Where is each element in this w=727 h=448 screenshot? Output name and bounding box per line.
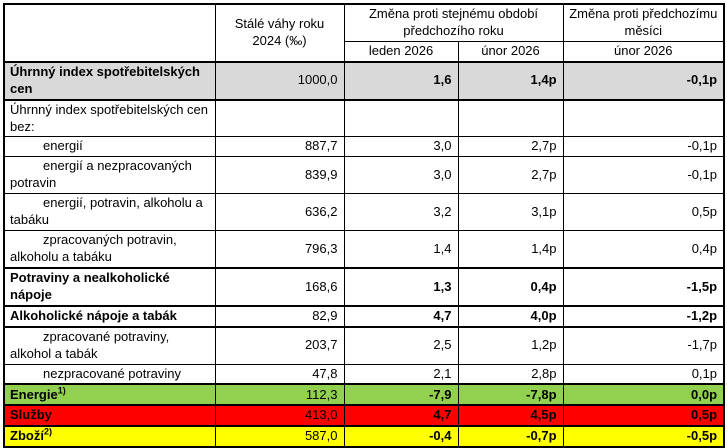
row-label: Zboží2) — [3, 425, 216, 448]
weight-cell: 839,9 — [214, 156, 345, 195]
mom-cell: -1,7p — [562, 326, 725, 365]
yoy-feb-cell: 2,7p — [457, 156, 564, 195]
table-row: energií 887,7 3,0 2,7p -0,1p — [3, 136, 725, 158]
row-label: Energie1) — [3, 383, 216, 406]
row-label: nezpracované potraviny — [3, 363, 216, 385]
table-row: Potraviny a nealkoholické nápoje 168,6 1… — [3, 267, 725, 307]
yoy-feb-cell: 0,4p — [457, 267, 564, 307]
mom-cell: 0,5p — [562, 193, 725, 232]
header-mom-feb: únor 2026 — [562, 40, 725, 63]
yoy-feb-cell: 3,1p — [457, 193, 564, 232]
table-row: Zboží2) 587,0 -0,4 -0,7p -0,5p — [3, 425, 725, 448]
yoy-jan-cell: -0,4 — [343, 425, 459, 448]
yoy-feb-cell: 2,7p — [457, 136, 564, 158]
weight-cell: 587,0 — [214, 425, 345, 448]
weight-cell: 413,0 — [214, 404, 345, 427]
yoy-feb-cell: 4,0p — [457, 304, 564, 328]
cpi-table: Stálé váhy roku 2024 (‰) Změna proti ste… — [3, 3, 726, 448]
yoy-feb-cell: 1,2p — [457, 326, 564, 365]
row-label: Úhrnný index spotřebitelských cen bez: — [3, 99, 216, 138]
table-row: zpracované potraviny, alkohol a tabák 20… — [3, 326, 725, 365]
table-row: energií, potravin, alkoholu a tabáku 636… — [3, 193, 725, 232]
mom-cell: -1,2p — [562, 304, 725, 328]
yoy-jan-cell: 3,2 — [343, 193, 459, 232]
row-label-text: Zboží — [10, 428, 44, 444]
yoy-feb-cell — [457, 99, 564, 138]
footnote-marker: 2) — [43, 427, 52, 438]
weight-cell — [214, 99, 345, 138]
row-label: energií, potravin, alkoholu a tabáku — [3, 193, 216, 232]
row-label: Služby — [3, 404, 216, 427]
yoy-jan-cell: 1,6 — [343, 60, 459, 101]
weight-cell: 887,7 — [214, 136, 345, 158]
table-row: Alkoholické nápoje a tabák 82,9 4,7 4,0p… — [3, 304, 725, 328]
table-row: Energie1) 112,3 -7,9 -7,8p 0,0p — [3, 383, 725, 406]
row-label: energií a nezpracovaných potravin — [3, 156, 216, 195]
mom-cell: -1,5p — [562, 267, 725, 307]
yoy-feb-cell: 1,4p — [457, 230, 564, 269]
mom-cell: -0,1p — [562, 156, 725, 195]
yoy-jan-cell: 4,7 — [343, 304, 459, 328]
yoy-jan-cell: 1,3 — [343, 267, 459, 307]
yoy-feb-cell: 2,8p — [457, 363, 564, 385]
table-row: energií a nezpracovaných potravin 839,9 … — [3, 156, 725, 195]
table-row: zpracovaných potravin, alkoholu a tabáku… — [3, 230, 725, 269]
header-yoy-group: Změna proti stejnému období předchozího … — [343, 3, 564, 42]
header-weights: Stálé váhy roku 2024 (‰) — [214, 3, 345, 63]
weight-cell: 1000,0 — [214, 60, 345, 101]
header-mom-group: Změna proti předchozímu měsíci — [562, 3, 725, 42]
mom-cell: 0,4p — [562, 230, 725, 269]
row-label: Potraviny a nealkoholické nápoje — [3, 267, 216, 307]
header-empty — [3, 3, 216, 63]
footnote-marker: 1) — [57, 385, 66, 396]
row-label: zpracované potraviny, alkohol a tabák — [3, 326, 216, 365]
yoy-feb-cell: -7,8p — [457, 383, 564, 406]
mom-cell: 0,0p — [562, 383, 725, 406]
weight-cell: 796,3 — [214, 230, 345, 269]
row-label: Úhrnný index spotřebitelských cen — [3, 60, 216, 101]
mom-cell: -0,1p — [562, 136, 725, 158]
mom-cell: -0,5p — [562, 425, 725, 448]
mom-cell: 0,1p — [562, 363, 725, 385]
yoy-jan-cell — [343, 99, 459, 138]
table-row: Úhrnný index spotřebitelských cen bez: — [3, 99, 725, 138]
header-row-months: leden 2026 únor 2026 únor 2026 — [4, 40, 725, 63]
table-row: Úhrnný index spotřebitelských cen 1000,0… — [3, 60, 725, 101]
yoy-jan-cell: 3,0 — [343, 156, 459, 195]
mom-cell: -0,1p — [562, 60, 725, 101]
yoy-jan-cell: 1,4 — [343, 230, 459, 269]
header-yoy-jan: leden 2026 — [343, 40, 459, 63]
yoy-jan-cell: 4,7 — [343, 404, 459, 427]
yoy-jan-cell: 2,5 — [343, 326, 459, 365]
yoy-feb-cell: 1,4p — [457, 60, 564, 101]
weight-cell: 168,6 — [214, 267, 345, 307]
row-label: energií — [3, 136, 216, 158]
mom-cell — [562, 99, 725, 138]
row-label: Alkoholické nápoje a tabák — [3, 304, 216, 328]
weight-cell: 82,9 — [214, 304, 345, 328]
header-row-groups: Stálé váhy roku 2024 (‰) Změna proti ste… — [3, 3, 725, 63]
weight-cell: 47,8 — [214, 363, 345, 385]
yoy-feb-cell: 4,5p — [457, 404, 564, 427]
weight-cell: 203,7 — [214, 326, 345, 365]
row-label-text: Energie — [10, 386, 58, 402]
weight-cell: 112,3 — [214, 383, 345, 406]
row-label: zpracovaných potravin, alkoholu a tabáku — [3, 230, 216, 269]
yoy-feb-cell: -0,7p — [457, 425, 564, 448]
yoy-jan-cell: -7,9 — [343, 383, 459, 406]
table-row: nezpracované potraviny 47,8 2,1 2,8p 0,1… — [3, 363, 725, 385]
table-row: Služby 413,0 4,7 4,5p 0,5p — [3, 404, 725, 427]
yoy-jan-cell: 2,1 — [343, 363, 459, 385]
header-yoy-feb: únor 2026 — [457, 40, 564, 63]
weight-cell: 636,2 — [214, 193, 345, 232]
yoy-jan-cell: 3,0 — [343, 136, 459, 158]
mom-cell: 0,5p — [562, 404, 725, 427]
